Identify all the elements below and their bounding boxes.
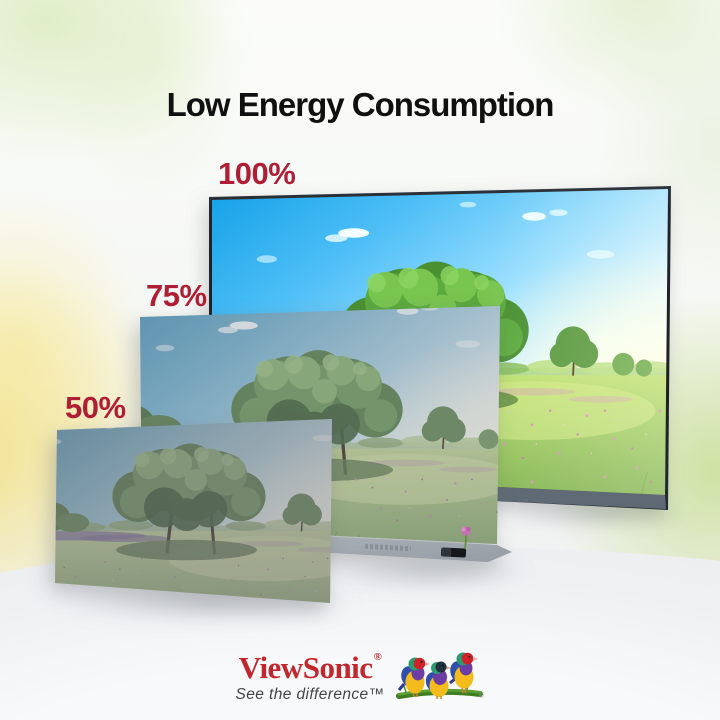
registered-mark: ® bbox=[479, 692, 484, 700]
pink-flower-icon bbox=[461, 526, 471, 550]
finch-right bbox=[449, 652, 479, 694]
brand-logo: ViewSonic® See the difference™ bbox=[0, 644, 720, 704]
brand-wordmark: ViewSonic® bbox=[238, 650, 382, 685]
label-100-percent: 100% bbox=[218, 156, 296, 191]
finch-left bbox=[398, 657, 431, 698]
finch-middle bbox=[426, 661, 452, 699]
brand-logo-text: ViewSonic® See the difference™ bbox=[236, 652, 385, 704]
registered-mark: ® bbox=[373, 651, 382, 663]
monitor-50-percent bbox=[48, 412, 343, 612]
page-title: Low Energy Consumption bbox=[166, 86, 555, 123]
finch-birds-icon: ® bbox=[396, 652, 484, 700]
nature-scene-50 bbox=[55, 419, 332, 603]
floor-shadow bbox=[318, 558, 533, 588]
brand-tagline: See the difference™ bbox=[235, 686, 385, 703]
monitor-screen-50 bbox=[55, 419, 332, 603]
label-75-percent: 75% bbox=[146, 278, 207, 313]
label-50-percent: 50% bbox=[65, 390, 126, 425]
